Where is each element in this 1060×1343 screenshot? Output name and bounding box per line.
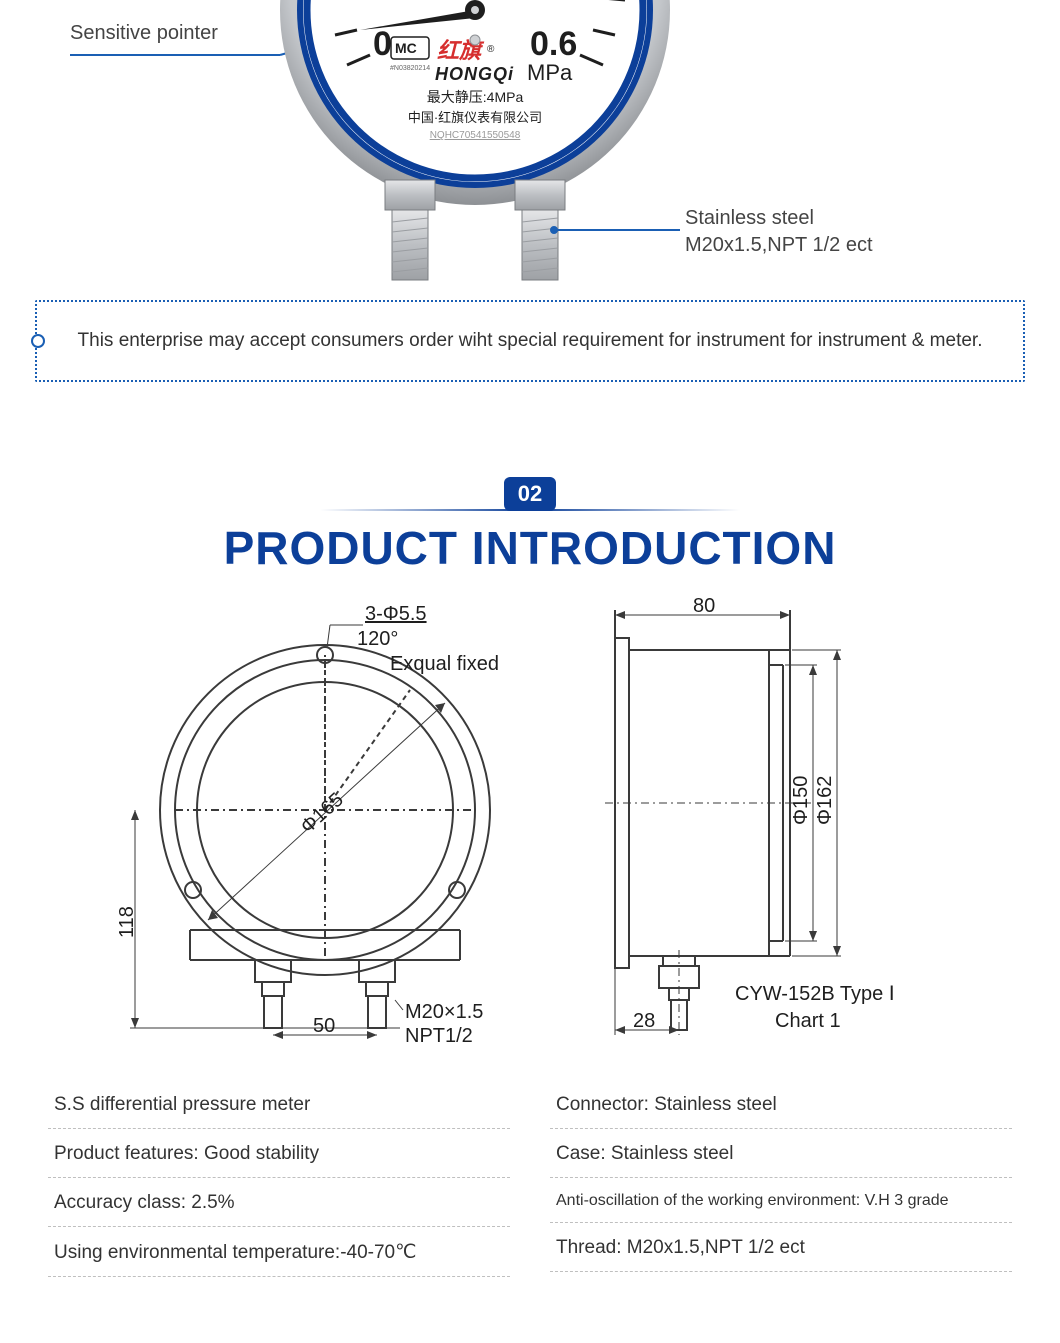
spec-item: Anti-oscillation of the working environm… [550,1178,1012,1223]
serial: NQHC70541550548 [430,130,521,141]
section-badge: 02 [504,477,556,511]
spec-col-right: Connector: Stainless steel Case: Stainle… [550,1080,1012,1277]
diagram-side-view: 80 Φ150 Φ162 28 CYW-152B Type Ⅰ Chart 1 [585,590,945,1050]
label-w50: 50 [313,1015,335,1037]
label-dia: Φ165 [296,789,347,838]
label-d1: Φ150 [790,776,812,825]
spec-col-left: S.S differential pressure meter Product … [48,1080,510,1277]
brand-reg: ® [487,44,495,55]
label-28: 28 [633,1010,655,1032]
spec-item: Thread: M20x1.5,NPT 1/2 ect [550,1223,1012,1272]
spec-item: Product features: Good stability [48,1129,510,1178]
spec-item: S.S differential pressure meter [48,1080,510,1129]
spec-columns: S.S differential pressure meter Product … [48,1080,1012,1277]
section-title: PRODUCT INTRODUCTION [0,521,1060,575]
label-h: 118 [116,906,138,938]
spec-item: Using environmental temperature:-40-70℃ [48,1227,510,1277]
label-angle: 120° [357,628,398,650]
scale-point6: 0.6 [530,25,577,63]
callout-connector: Stainless steel M20x1.5,NPT 1/2 ect [685,205,873,259]
callout-conn-line2: M20x1.5,NPT 1/2 ect [685,234,873,256]
cert-sub: #N03820214 [390,65,430,72]
technical-diagrams: 3-Φ5.5 120° Exqual fixed Φ165 118 50 M20… [0,590,1060,1050]
notice-box: This enterprise may accept consumers ord… [35,300,1025,382]
gauge-callout-region: Sensitive pointer [0,0,1060,290]
label-d2: Φ162 [814,776,836,825]
label-holes: 3-Φ5.5 [365,603,427,625]
max-static: 最大静压:4MPa [427,89,524,105]
spec-item: Case: Stainless steel [550,1129,1012,1178]
diagram-front-view: 3-Φ5.5 120° Exqual fixed Φ165 118 50 M20… [115,590,555,1050]
gauge-illustration: 0 0.6 MPa MC #N03820214 红旗 ® HONGQi 最大静压… [275,0,675,290]
brand-en: HONGQi [435,64,514,84]
cert-label: MC [395,40,417,56]
label-fixed: Exqual fixed [390,653,499,675]
label-thread1: M20×1.5 [405,1001,483,1023]
callout-conn-line1: Stainless steel [685,207,814,229]
section-heading: 02 PRODUCT INTRODUCTION [0,477,1060,575]
label-chart: Chart 1 [775,1010,841,1032]
label-thread2: NPT1/2 [405,1025,473,1047]
spec-item: Accuracy class: 2.5% [48,1178,510,1227]
label-model: CYW-152B Type Ⅰ [735,983,895,1005]
scale-unit: MPa [527,60,573,85]
lead-line-connector [550,215,690,245]
label-80: 80 [693,595,715,617]
spec-item: Connector: Stainless steel [550,1080,1012,1129]
company: 中国·红旗仪表有限公司 [408,110,542,125]
scale-zero: 0 [373,25,392,63]
